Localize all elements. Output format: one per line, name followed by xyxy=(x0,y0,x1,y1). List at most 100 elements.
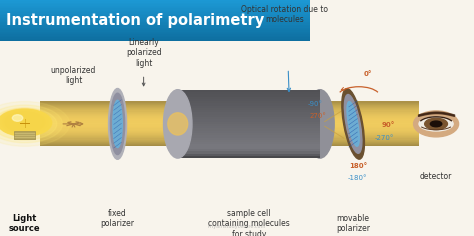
Bar xyxy=(0,30,310,32)
Text: Light
source: Light source xyxy=(9,214,40,233)
Circle shape xyxy=(0,109,50,135)
Circle shape xyxy=(430,121,442,127)
Bar xyxy=(0,7,310,8)
Circle shape xyxy=(6,113,43,131)
Bar xyxy=(40,125,419,126)
Ellipse shape xyxy=(345,94,362,153)
Bar xyxy=(40,108,419,109)
Bar xyxy=(0,32,310,33)
Bar xyxy=(178,99,320,101)
Text: 180°: 180° xyxy=(349,163,367,169)
Bar xyxy=(40,136,419,137)
Bar xyxy=(40,116,419,117)
Text: sample cell
containing molecules
for study: sample cell containing molecules for stu… xyxy=(208,209,290,236)
Bar xyxy=(40,115,419,116)
Bar xyxy=(40,121,419,122)
Circle shape xyxy=(0,109,51,135)
Bar xyxy=(178,106,320,108)
Bar xyxy=(40,134,419,135)
Circle shape xyxy=(0,110,49,134)
Bar xyxy=(178,142,320,144)
Bar xyxy=(0,0,310,1)
Bar xyxy=(0,28,310,29)
Bar xyxy=(178,154,320,156)
Bar xyxy=(0,25,310,26)
Ellipse shape xyxy=(113,100,122,148)
Bar xyxy=(40,137,419,139)
Bar xyxy=(0,37,310,38)
Bar xyxy=(40,110,419,112)
Text: Optical rotation due to
molecules: Optical rotation due to molecules xyxy=(241,5,328,24)
Bar xyxy=(0,15,310,17)
Bar xyxy=(178,140,320,142)
Text: movable
polarizer: movable polarizer xyxy=(336,214,370,233)
Ellipse shape xyxy=(419,117,453,131)
Bar xyxy=(178,128,320,131)
Bar xyxy=(0,23,310,25)
Bar xyxy=(40,123,419,124)
Bar xyxy=(40,104,419,105)
Bar xyxy=(178,97,320,99)
Bar xyxy=(0,33,310,34)
Bar xyxy=(0,4,310,5)
Circle shape xyxy=(0,109,52,136)
Text: Instrumentation of polarimetry: Instrumentation of polarimetry xyxy=(6,13,264,28)
Ellipse shape xyxy=(110,93,125,155)
Bar xyxy=(0,18,310,19)
Bar xyxy=(178,131,320,133)
Bar xyxy=(0,36,310,37)
Text: detector: detector xyxy=(420,172,452,181)
Circle shape xyxy=(4,112,46,132)
Bar xyxy=(178,122,320,124)
Bar xyxy=(178,135,320,138)
Circle shape xyxy=(0,101,70,146)
Bar xyxy=(178,144,320,147)
Text: 0°: 0° xyxy=(363,71,372,77)
FancyBboxPatch shape xyxy=(14,131,35,139)
Circle shape xyxy=(2,111,47,133)
Circle shape xyxy=(0,110,50,135)
Bar xyxy=(40,144,419,145)
Bar xyxy=(178,151,320,154)
Bar xyxy=(0,29,310,30)
Bar xyxy=(178,117,320,119)
Text: -90°: -90° xyxy=(308,101,323,107)
Bar xyxy=(40,101,419,103)
Bar xyxy=(178,124,320,126)
Bar xyxy=(0,17,310,18)
Bar xyxy=(0,1,310,3)
Bar xyxy=(0,19,310,21)
Bar xyxy=(40,107,419,108)
Bar xyxy=(0,38,310,40)
Bar xyxy=(178,90,320,92)
Bar xyxy=(0,11,310,12)
Bar xyxy=(178,133,320,135)
Bar xyxy=(40,131,419,132)
Circle shape xyxy=(3,111,46,133)
Text: Priyamstudycentre.com: Priyamstudycentre.com xyxy=(208,224,266,229)
Ellipse shape xyxy=(306,90,334,158)
Bar xyxy=(178,119,320,122)
Bar xyxy=(40,140,419,141)
Bar xyxy=(40,133,419,134)
Circle shape xyxy=(0,109,52,135)
Circle shape xyxy=(0,110,49,134)
Bar xyxy=(0,34,310,36)
Bar xyxy=(40,141,419,142)
Text: unpolarized
light: unpolarized light xyxy=(51,66,96,85)
Text: 90°: 90° xyxy=(382,122,395,128)
Bar xyxy=(40,119,419,121)
Bar xyxy=(178,147,320,149)
Bar xyxy=(40,142,419,143)
Circle shape xyxy=(425,118,447,130)
Circle shape xyxy=(5,112,45,132)
Bar xyxy=(178,113,320,115)
Bar xyxy=(178,92,320,94)
Bar xyxy=(40,143,419,144)
Bar xyxy=(40,106,419,107)
Bar xyxy=(0,40,310,41)
Bar xyxy=(0,5,310,7)
Bar xyxy=(40,126,419,127)
Bar xyxy=(40,113,419,114)
Bar xyxy=(178,115,320,117)
